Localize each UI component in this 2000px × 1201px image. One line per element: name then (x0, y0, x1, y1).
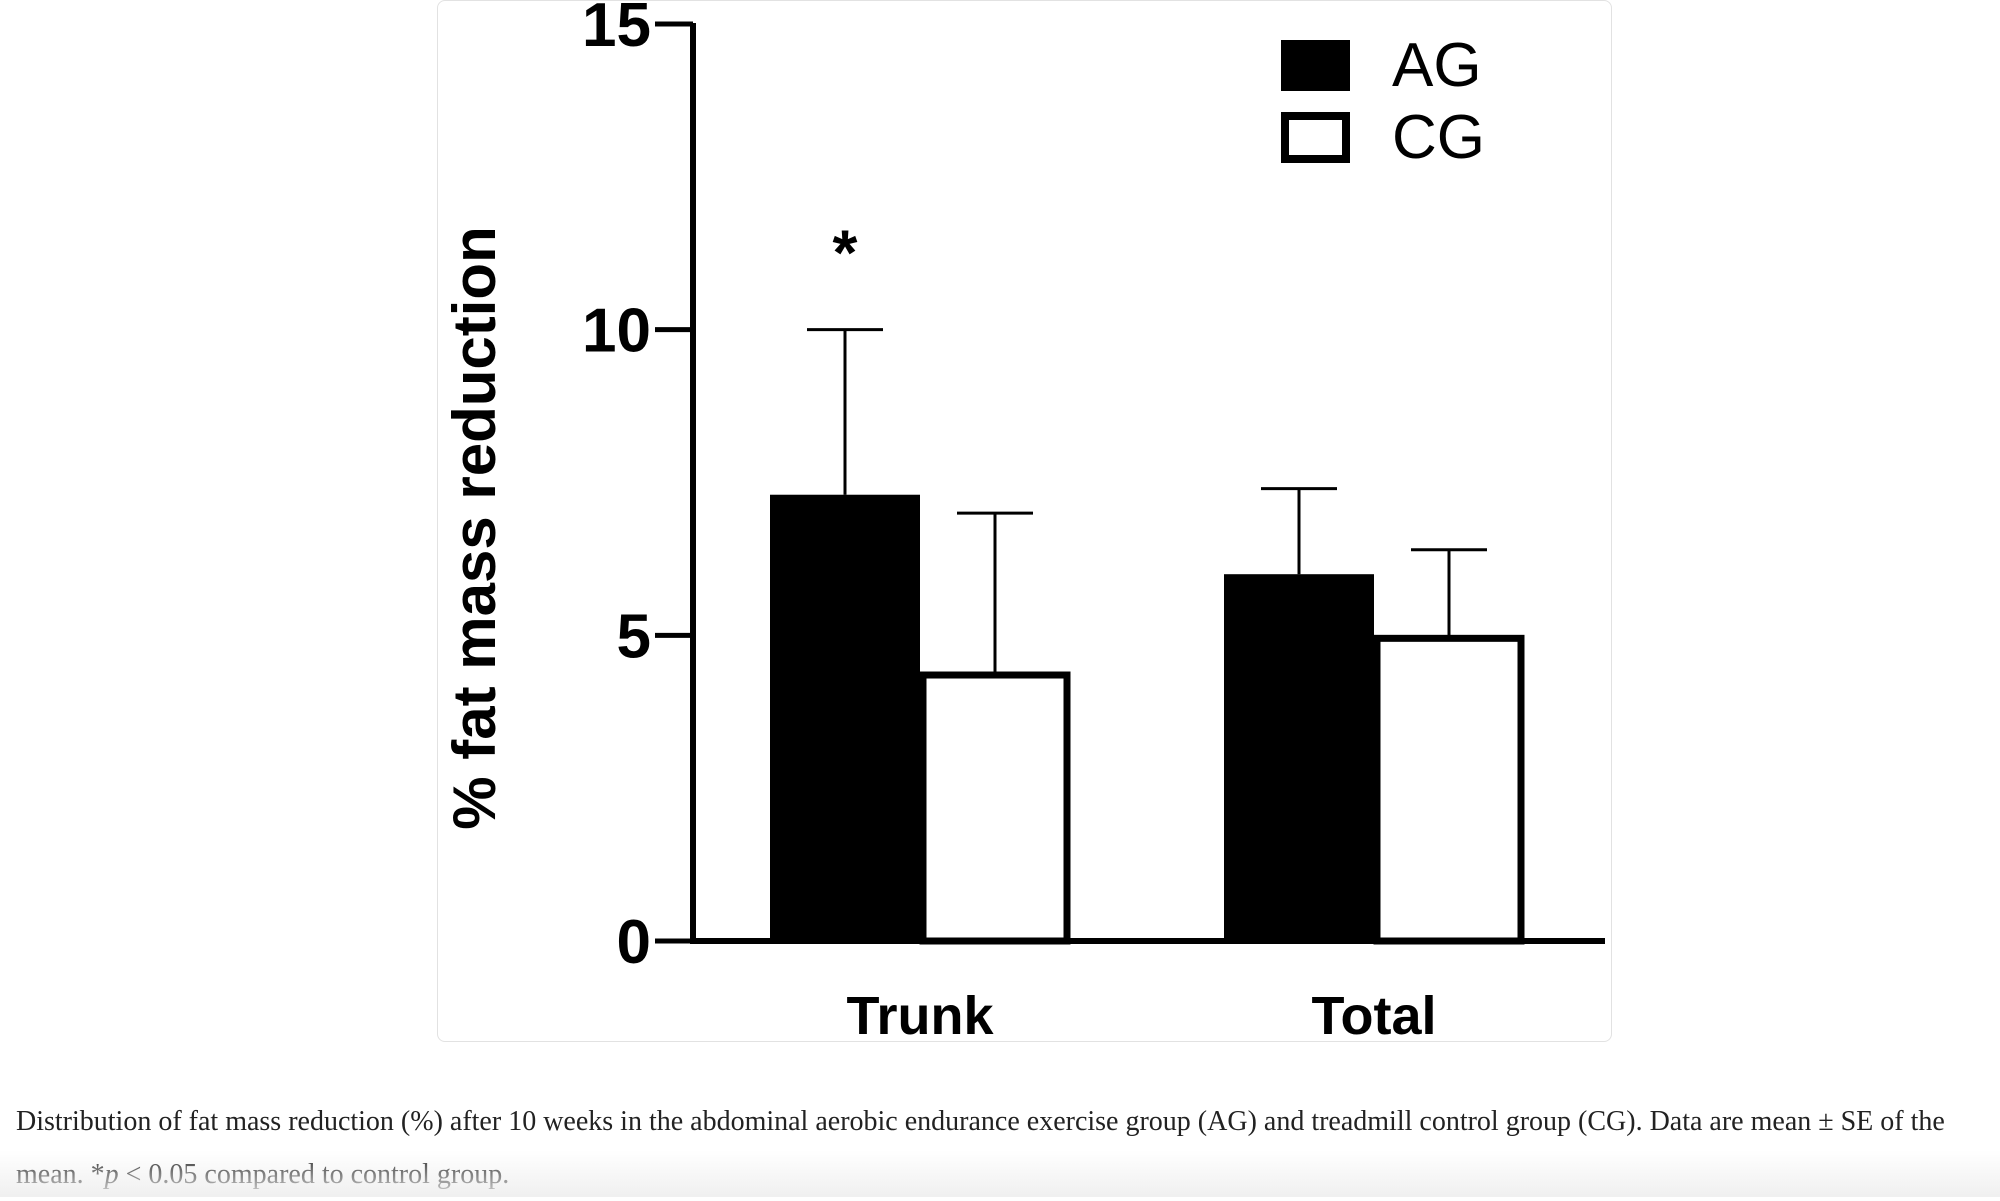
figure-caption: Distribution of fat mass reduction (%) a… (16, 1095, 1991, 1201)
bar-ag-total (1224, 574, 1374, 941)
caption-tail: < 0.05 compared to control group. (118, 1159, 510, 1190)
y-tick-label: 5 (617, 602, 651, 671)
legend-label-ag: AG (1392, 31, 1482, 100)
caption-p-symbol: p (104, 1159, 119, 1190)
y-tick-label: 0 (617, 908, 651, 977)
y-tick-label: 10 (582, 297, 651, 366)
y-tick-label: 15 (582, 0, 651, 60)
y-axis-title: % fat mass reduction (441, 226, 508, 830)
bar-cg-total (1373, 634, 1525, 945)
legend-swatch-ag (1281, 40, 1350, 91)
bar-ag-trunk (770, 494, 920, 941)
x-tick-label-trunk: Trunk (846, 986, 994, 1046)
legend-swatch-cg (1281, 112, 1350, 163)
significance-marker: * (833, 217, 858, 289)
legend-label-cg: CG (1392, 103, 1485, 172)
x-tick-label-total: Total (1312, 986, 1437, 1046)
bar-cg-trunk (919, 671, 1071, 945)
